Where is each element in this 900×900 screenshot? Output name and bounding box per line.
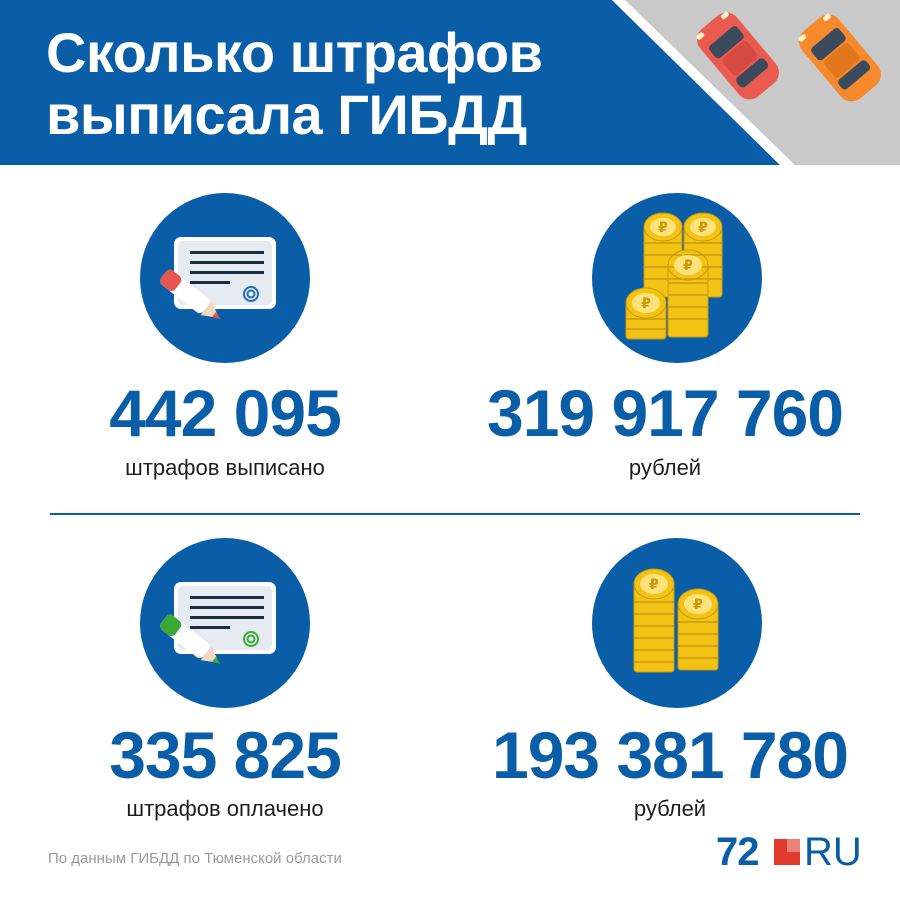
fines-paid-value: 335 825	[109, 718, 342, 792]
svg-text:₽: ₽	[698, 220, 708, 236]
header-banner: Сколько штрафов выписала ГИБДД	[0, 0, 900, 165]
fines-paid-label: штрафов оплачено	[126, 796, 324, 821]
document-green-pen-icon	[140, 538, 310, 708]
svg-text:₽: ₽	[693, 597, 703, 613]
rubles-paid-value: 193 381 780	[491, 718, 849, 792]
rubles-issued-label: рублей	[628, 455, 702, 480]
rubles-issued-value: 319 917 760	[486, 376, 844, 450]
svg-text:₽: ₽	[649, 577, 659, 593]
orange-car-icon	[798, 13, 881, 102]
rubles-paid-label: рублей	[633, 796, 707, 821]
logo-square-icon	[774, 839, 800, 865]
cars-illustration	[696, 11, 881, 102]
logo-number: 72	[716, 830, 759, 874]
fines-issued-label: штрафов выписано	[125, 455, 325, 480]
page-title: Сколько штрафов выписала ГИБДД	[46, 21, 543, 146]
title-line-1: Сколько штрафов	[46, 21, 543, 84]
section-divider	[50, 513, 860, 515]
document-red-pen-icon	[140, 193, 310, 363]
title-line-2: выписала ГИБДД	[46, 83, 527, 146]
red-car-icon	[696, 11, 779, 100]
gold-coin-stacks-icon: ₽ ₽ ₽ ₽	[592, 193, 762, 363]
fines-issued-value: 442 095	[109, 376, 342, 450]
svg-text:₽: ₽	[683, 258, 693, 274]
gold-coin-stacks-small-icon: ₽ ₽	[592, 538, 762, 708]
logo-suffix: RU	[804, 830, 862, 874]
svg-text:₽: ₽	[658, 220, 668, 236]
source-note: По данным ГИБДД по Тюменской области	[48, 850, 342, 867]
svg-text:₽: ₽	[641, 296, 651, 312]
